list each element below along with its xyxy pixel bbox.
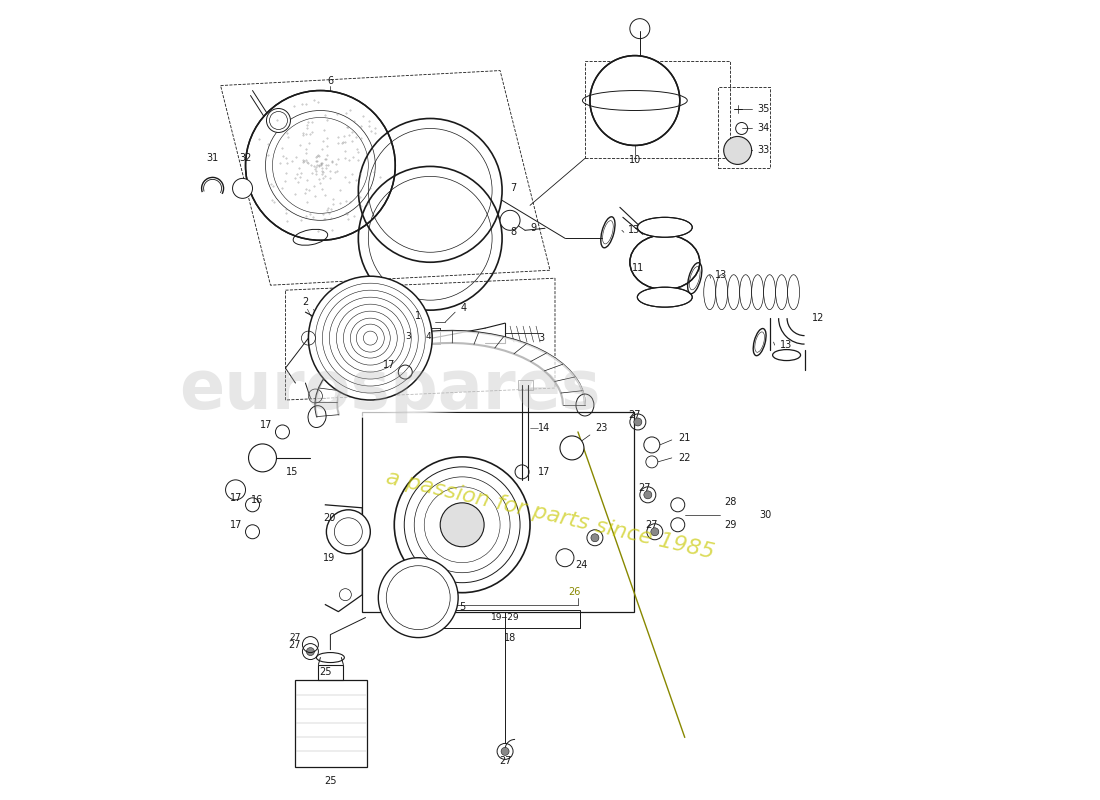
Circle shape <box>591 534 598 542</box>
Text: 17: 17 <box>230 493 242 503</box>
Ellipse shape <box>637 287 692 307</box>
Text: 13: 13 <box>780 340 792 350</box>
Circle shape <box>634 418 641 426</box>
Bar <box>717 86 770 169</box>
Bar <box>518 380 534 390</box>
Bar <box>318 665 343 679</box>
Circle shape <box>651 528 659 536</box>
Text: 25: 25 <box>324 776 337 786</box>
Text: 27: 27 <box>638 483 650 493</box>
Circle shape <box>646 456 658 468</box>
Text: eurospares: eurospares <box>179 357 601 423</box>
Text: 27: 27 <box>645 520 658 530</box>
Circle shape <box>724 137 751 165</box>
Text: 17: 17 <box>538 467 550 477</box>
Bar <box>296 679 367 767</box>
Text: 5: 5 <box>459 602 465 612</box>
Circle shape <box>560 436 584 460</box>
Circle shape <box>644 491 652 499</box>
Text: 11: 11 <box>631 263 644 274</box>
Text: 12: 12 <box>812 313 824 323</box>
Text: a passion for parts since 1985: a passion for parts since 1985 <box>384 467 716 562</box>
Circle shape <box>378 558 459 638</box>
Text: 7: 7 <box>510 183 516 194</box>
Text: 8: 8 <box>510 227 516 238</box>
Text: 30: 30 <box>760 510 772 520</box>
Bar <box>428 610 580 628</box>
Circle shape <box>232 178 253 198</box>
Text: 29: 29 <box>725 520 737 530</box>
Text: 26: 26 <box>568 586 581 597</box>
Text: 21: 21 <box>678 433 690 443</box>
Circle shape <box>327 510 371 554</box>
Text: 19: 19 <box>323 553 336 562</box>
Circle shape <box>644 437 660 453</box>
Text: 27: 27 <box>628 410 640 420</box>
Circle shape <box>308 276 432 400</box>
Text: 1: 1 <box>415 311 421 321</box>
Bar <box>585 61 729 158</box>
Text: 22: 22 <box>678 453 691 463</box>
Text: 4: 4 <box>460 303 466 313</box>
Text: 9: 9 <box>530 223 536 234</box>
Text: 25: 25 <box>319 666 331 677</box>
Circle shape <box>307 647 315 655</box>
Circle shape <box>590 55 680 146</box>
Text: 33: 33 <box>758 146 770 155</box>
Text: 18: 18 <box>504 633 516 642</box>
Text: 13: 13 <box>628 226 640 235</box>
Text: 17: 17 <box>260 420 273 430</box>
Text: 24: 24 <box>575 560 587 570</box>
Circle shape <box>245 90 395 240</box>
Circle shape <box>394 457 530 593</box>
Circle shape <box>226 480 245 500</box>
Text: 20: 20 <box>323 513 336 522</box>
Text: 35: 35 <box>758 103 770 114</box>
Text: 27: 27 <box>289 633 300 642</box>
Text: 34: 34 <box>758 123 770 134</box>
Text: 27: 27 <box>288 639 300 650</box>
Text: 31: 31 <box>207 154 219 163</box>
Circle shape <box>440 503 484 546</box>
Bar <box>362 412 634 612</box>
Text: 4: 4 <box>426 332 431 341</box>
Text: 13: 13 <box>715 270 727 280</box>
Text: 2: 2 <box>302 297 309 307</box>
Text: 19‒29: 19‒29 <box>491 613 519 622</box>
Text: 14: 14 <box>538 423 550 433</box>
Text: 3: 3 <box>538 333 544 343</box>
Text: 10: 10 <box>629 155 641 166</box>
Circle shape <box>500 210 520 230</box>
Circle shape <box>266 109 290 133</box>
Text: 15: 15 <box>286 467 298 477</box>
Text: 32: 32 <box>240 154 252 163</box>
Circle shape <box>249 444 276 472</box>
Text: 17: 17 <box>383 360 395 370</box>
Text: 28: 28 <box>725 497 737 507</box>
Text: 3: 3 <box>406 332 411 341</box>
Text: 27: 27 <box>498 756 512 766</box>
Text: 17: 17 <box>230 520 242 530</box>
Text: 16: 16 <box>251 495 263 505</box>
Ellipse shape <box>630 234 700 290</box>
Ellipse shape <box>637 218 692 238</box>
Text: 6: 6 <box>328 75 333 86</box>
Text: 23: 23 <box>595 423 607 433</box>
Circle shape <box>502 747 509 755</box>
